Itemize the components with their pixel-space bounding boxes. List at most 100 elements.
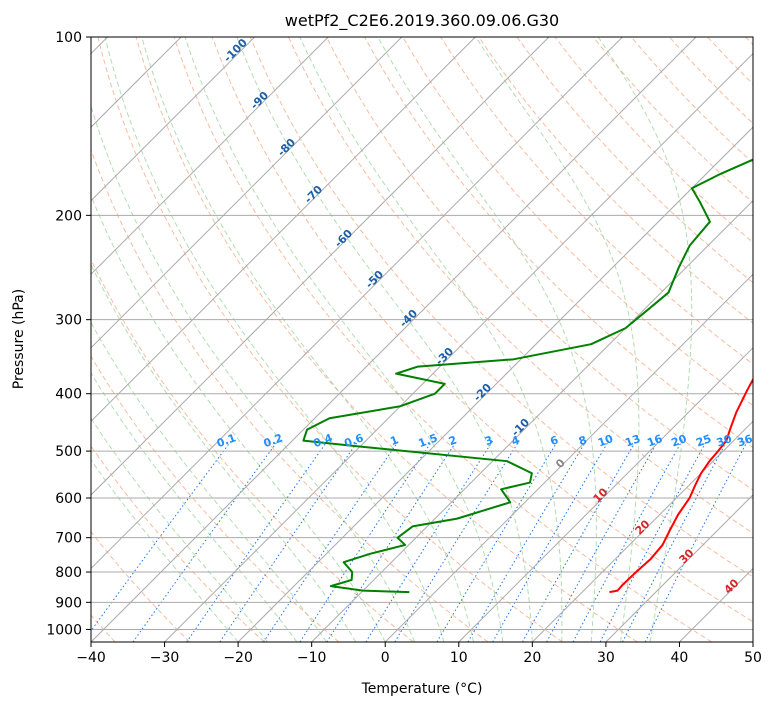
mixing-ratio-label: 0.1 (215, 431, 238, 450)
moist-adiabat-label: 0 (553, 456, 568, 471)
moist-adiabat-line (91, 417, 268, 642)
moist-adiabat-line (299, 37, 563, 642)
dry-adiabat-line (364, 37, 753, 449)
moist-adiabat-label: 40 (722, 576, 742, 596)
mixing-ratio-label: 16 (645, 432, 664, 450)
mixing-ratio-label: 8 (577, 433, 589, 448)
isotherm-line (458, 347, 753, 642)
x-tick-label: −30 (150, 650, 180, 666)
isotherms (91, 37, 753, 642)
dry-adiabat-line (249, 37, 753, 578)
dry-adiabat-line (91, 445, 265, 642)
dry-adiabat-line (592, 37, 753, 204)
isotherm-line (752, 641, 753, 642)
moist-adiabat-label: 30 (677, 546, 697, 566)
y-tick-label: 100 (55, 30, 82, 46)
mixing-ratio-line (186, 440, 329, 642)
mixing-ratio-label: 0.2 (262, 431, 285, 450)
dry-adiabat-label: -60 (332, 227, 355, 250)
moist-adiabat-line (91, 371, 298, 642)
mixing-ratio-label: 4 (510, 433, 522, 448)
mixing-ratio-line (572, 440, 683, 642)
dewpoint-line (302, 158, 753, 594)
mixing-ratio-line (132, 440, 279, 642)
moist-adiabats (91, 37, 693, 642)
dry-adiabat-line (478, 37, 753, 324)
x-tick-label: 0 (381, 650, 390, 666)
mixing-ratio-label: 13 (623, 432, 642, 449)
x-axis-title: Temperature (°C) (361, 681, 483, 697)
mixing-ratio-label: 0.4 (312, 431, 335, 450)
mixing-ratio-line (263, 440, 400, 642)
mixing-ratio-label: 3 (483, 433, 495, 448)
mixing-ratio-label: 30 (715, 432, 734, 450)
mixing-ratio-line (394, 440, 520, 642)
x-tick-label: 40 (671, 650, 689, 666)
mixing-ratio-label: 20 (670, 432, 689, 450)
dry-adiabat-line (135, 37, 638, 642)
dry-adiabat-line (516, 37, 753, 284)
moist-adiabat-line (91, 104, 416, 642)
x-tick-label: −20 (223, 650, 253, 666)
mixing-ratio-line (219, 440, 359, 642)
mixing-ratio-line (492, 440, 610, 642)
moist-adiabat-line (91, 459, 239, 642)
temperature-line (609, 377, 753, 594)
moist-adiabat-line (597, 37, 693, 642)
mixing-ratio-line (644, 440, 749, 642)
mixing-ratio-line (436, 440, 559, 642)
dry-adiabat-line (91, 258, 414, 642)
dry-adiabat-line (771, 24, 775, 642)
mixing-ratio-line (365, 440, 494, 642)
dry-adiabat-line (440, 37, 753, 365)
moist-adiabat-label: 10 (591, 485, 611, 505)
y-tick-label: 900 (55, 595, 82, 611)
dry-adiabat-line (325, 37, 753, 491)
isotherm-line (679, 567, 753, 642)
mixing-ratio-label: 10 (596, 432, 615, 450)
mixing-ratio-label: 2 (447, 433, 459, 448)
x-tick-label: 30 (597, 650, 615, 666)
isotherm-line (164, 52, 753, 642)
isotherm-line (237, 126, 753, 642)
dry-adiabat-line (97, 37, 563, 642)
y-tick-label: 800 (55, 565, 82, 581)
moist-adiabat-line (184, 37, 504, 642)
isotherm-line (605, 494, 753, 642)
isotherm-line (91, 37, 623, 570)
mixing-ratio-label: 25 (694, 432, 713, 449)
dry-adiabat-label: -50 (363, 268, 386, 291)
isotherm-line (91, 37, 550, 496)
y-tick-label: 1000 (46, 622, 82, 638)
dry-adiabat-line (287, 37, 753, 534)
x-tick-label: 50 (744, 650, 762, 666)
mixing-ratio-line (546, 440, 659, 642)
dry-adiabat-line (402, 37, 753, 407)
dry-adiabat-label: -70 (302, 183, 325, 206)
moist-adiabat-line (91, 263, 357, 642)
line-annotations: -100-90-80-70-60-50-40-30-20-10010203040… (215, 37, 754, 597)
dry-adiabat-line (744, 37, 753, 46)
mixing-ratio-line (622, 440, 728, 642)
mixing-ratio-label: 6 (548, 433, 560, 448)
mixing-ratio-label: 36 (735, 432, 754, 450)
dry-adiabat-label: -20 (471, 381, 494, 404)
isobars (91, 37, 753, 630)
moist-adiabat-line (377, 37, 597, 642)
profile-lines (302, 158, 753, 594)
dry-adiabat-line (706, 37, 753, 85)
isotherm-line (384, 273, 753, 642)
moist-adiabat-line (475, 37, 640, 642)
chart-title: wetPf2_C2E6.2019.360.09.06.G30 (285, 11, 559, 31)
x-tick-label: 10 (450, 650, 468, 666)
isotherm-line (91, 37, 476, 423)
dry-adiabat-line (91, 531, 191, 642)
isotherm-line (91, 37, 697, 642)
y-tick-label: 300 (55, 313, 82, 329)
mixing-ratio-line (299, 440, 433, 642)
mixing-ratio-label: 1.5 (417, 431, 440, 450)
y-tick-label: 400 (55, 387, 82, 403)
y-tick-label: 200 (55, 208, 82, 224)
y-tick-label: 700 (55, 531, 82, 547)
